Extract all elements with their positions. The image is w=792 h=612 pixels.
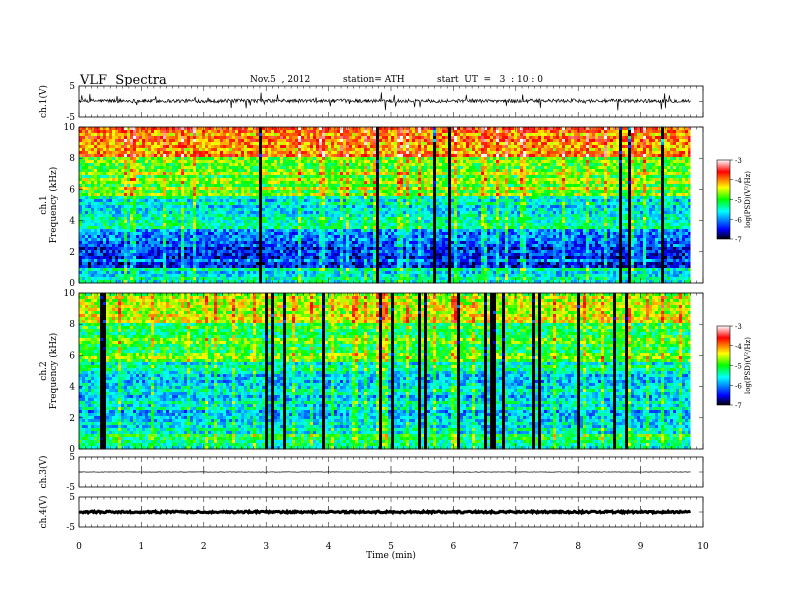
- no-data-area: [690, 127, 703, 283]
- y-tick-label: 5: [69, 453, 75, 463]
- x-tick-label: 9: [638, 542, 644, 552]
- x-tick-label: 7: [513, 542, 519, 552]
- y-tick-label: 8: [69, 154, 75, 164]
- y-axis-label-channel: ch.2: [39, 361, 49, 380]
- x-tick-label: 1: [139, 542, 145, 552]
- station-label: station= ATH: [343, 75, 405, 85]
- y-tick-label: -5: [66, 483, 75, 493]
- start-time-label: start UT = 3 : 10 : 0: [437, 75, 543, 85]
- x-tick-label: 3: [263, 542, 269, 552]
- x-tick-label: 4: [326, 542, 332, 552]
- colorbar-tick-label: -3: [735, 157, 742, 165]
- colorbar-tick-label: -6: [735, 382, 742, 390]
- y-tick-label: 0: [69, 445, 75, 455]
- y-tick-label: 2: [69, 248, 75, 258]
- y-axis-label: ch.1(V): [38, 85, 49, 118]
- colorbar-tick-label: -4: [735, 343, 742, 351]
- spectrogram-1: [79, 127, 692, 284]
- x-tick-label: 0: [76, 542, 82, 552]
- colorbar-label: log(PSD)(V²/Hz): [744, 171, 752, 228]
- y-tick-label: 2: [69, 414, 75, 424]
- date-label: Nov.5 , 2012: [250, 75, 310, 85]
- y-tick-label: 0: [69, 279, 75, 289]
- x-tick-label: 10: [697, 542, 709, 552]
- colorbar-1: [716, 159, 731, 240]
- signal-line-ch4: [78, 508, 692, 516]
- y-tick-label: 8: [69, 320, 75, 330]
- x-tick-label: 5: [388, 542, 394, 552]
- colorbar-2: [716, 325, 731, 406]
- y-tick-label: 4: [69, 217, 75, 227]
- y-tick-label: 5: [69, 82, 75, 92]
- x-axis-label: Time (min): [366, 550, 416, 561]
- y-axis-label-frequency: Frequency (kHz): [48, 167, 59, 244]
- y-tick-label: -5: [66, 523, 75, 533]
- colorbar-tick-label: -7: [735, 402, 742, 410]
- spectrogram-2: [79, 293, 692, 450]
- colorbar-tick-label: -5: [735, 363, 742, 371]
- colorbar-label: log(PSD)(V²/Hz): [744, 337, 752, 394]
- no-data-area: [690, 293, 703, 449]
- y-tick-label: 10: [64, 289, 76, 299]
- y-tick-label: 10: [64, 123, 76, 133]
- y-axis-label-channel: ch.1: [39, 195, 49, 214]
- x-tick-label: 2: [201, 542, 207, 552]
- colorbar-tick-label: -5: [735, 197, 742, 205]
- y-tick-label: 6: [69, 185, 75, 195]
- y-tick-label: 5: [69, 493, 75, 503]
- y-tick-label: 4: [69, 383, 75, 393]
- y-tick-label: 6: [69, 351, 75, 361]
- colorbar-tick-label: -6: [735, 216, 742, 224]
- colorbar-tick-label: -4: [735, 177, 742, 185]
- y-axis-label: ch.3(V): [38, 456, 49, 489]
- x-tick-label: 6: [451, 542, 457, 552]
- colorbar-tick-label: -7: [735, 236, 742, 244]
- y-axis-label: ch.4(V): [38, 496, 49, 529]
- y-tick-label: -5: [66, 113, 75, 123]
- figure-title: VLF Spectra: [80, 73, 167, 88]
- signal-line-ch1: [78, 92, 691, 111]
- x-tick-label: 8: [575, 542, 581, 552]
- colorbar-tick-label: -3: [735, 323, 742, 331]
- y-axis-label-frequency: Frequency (kHz): [48, 333, 59, 410]
